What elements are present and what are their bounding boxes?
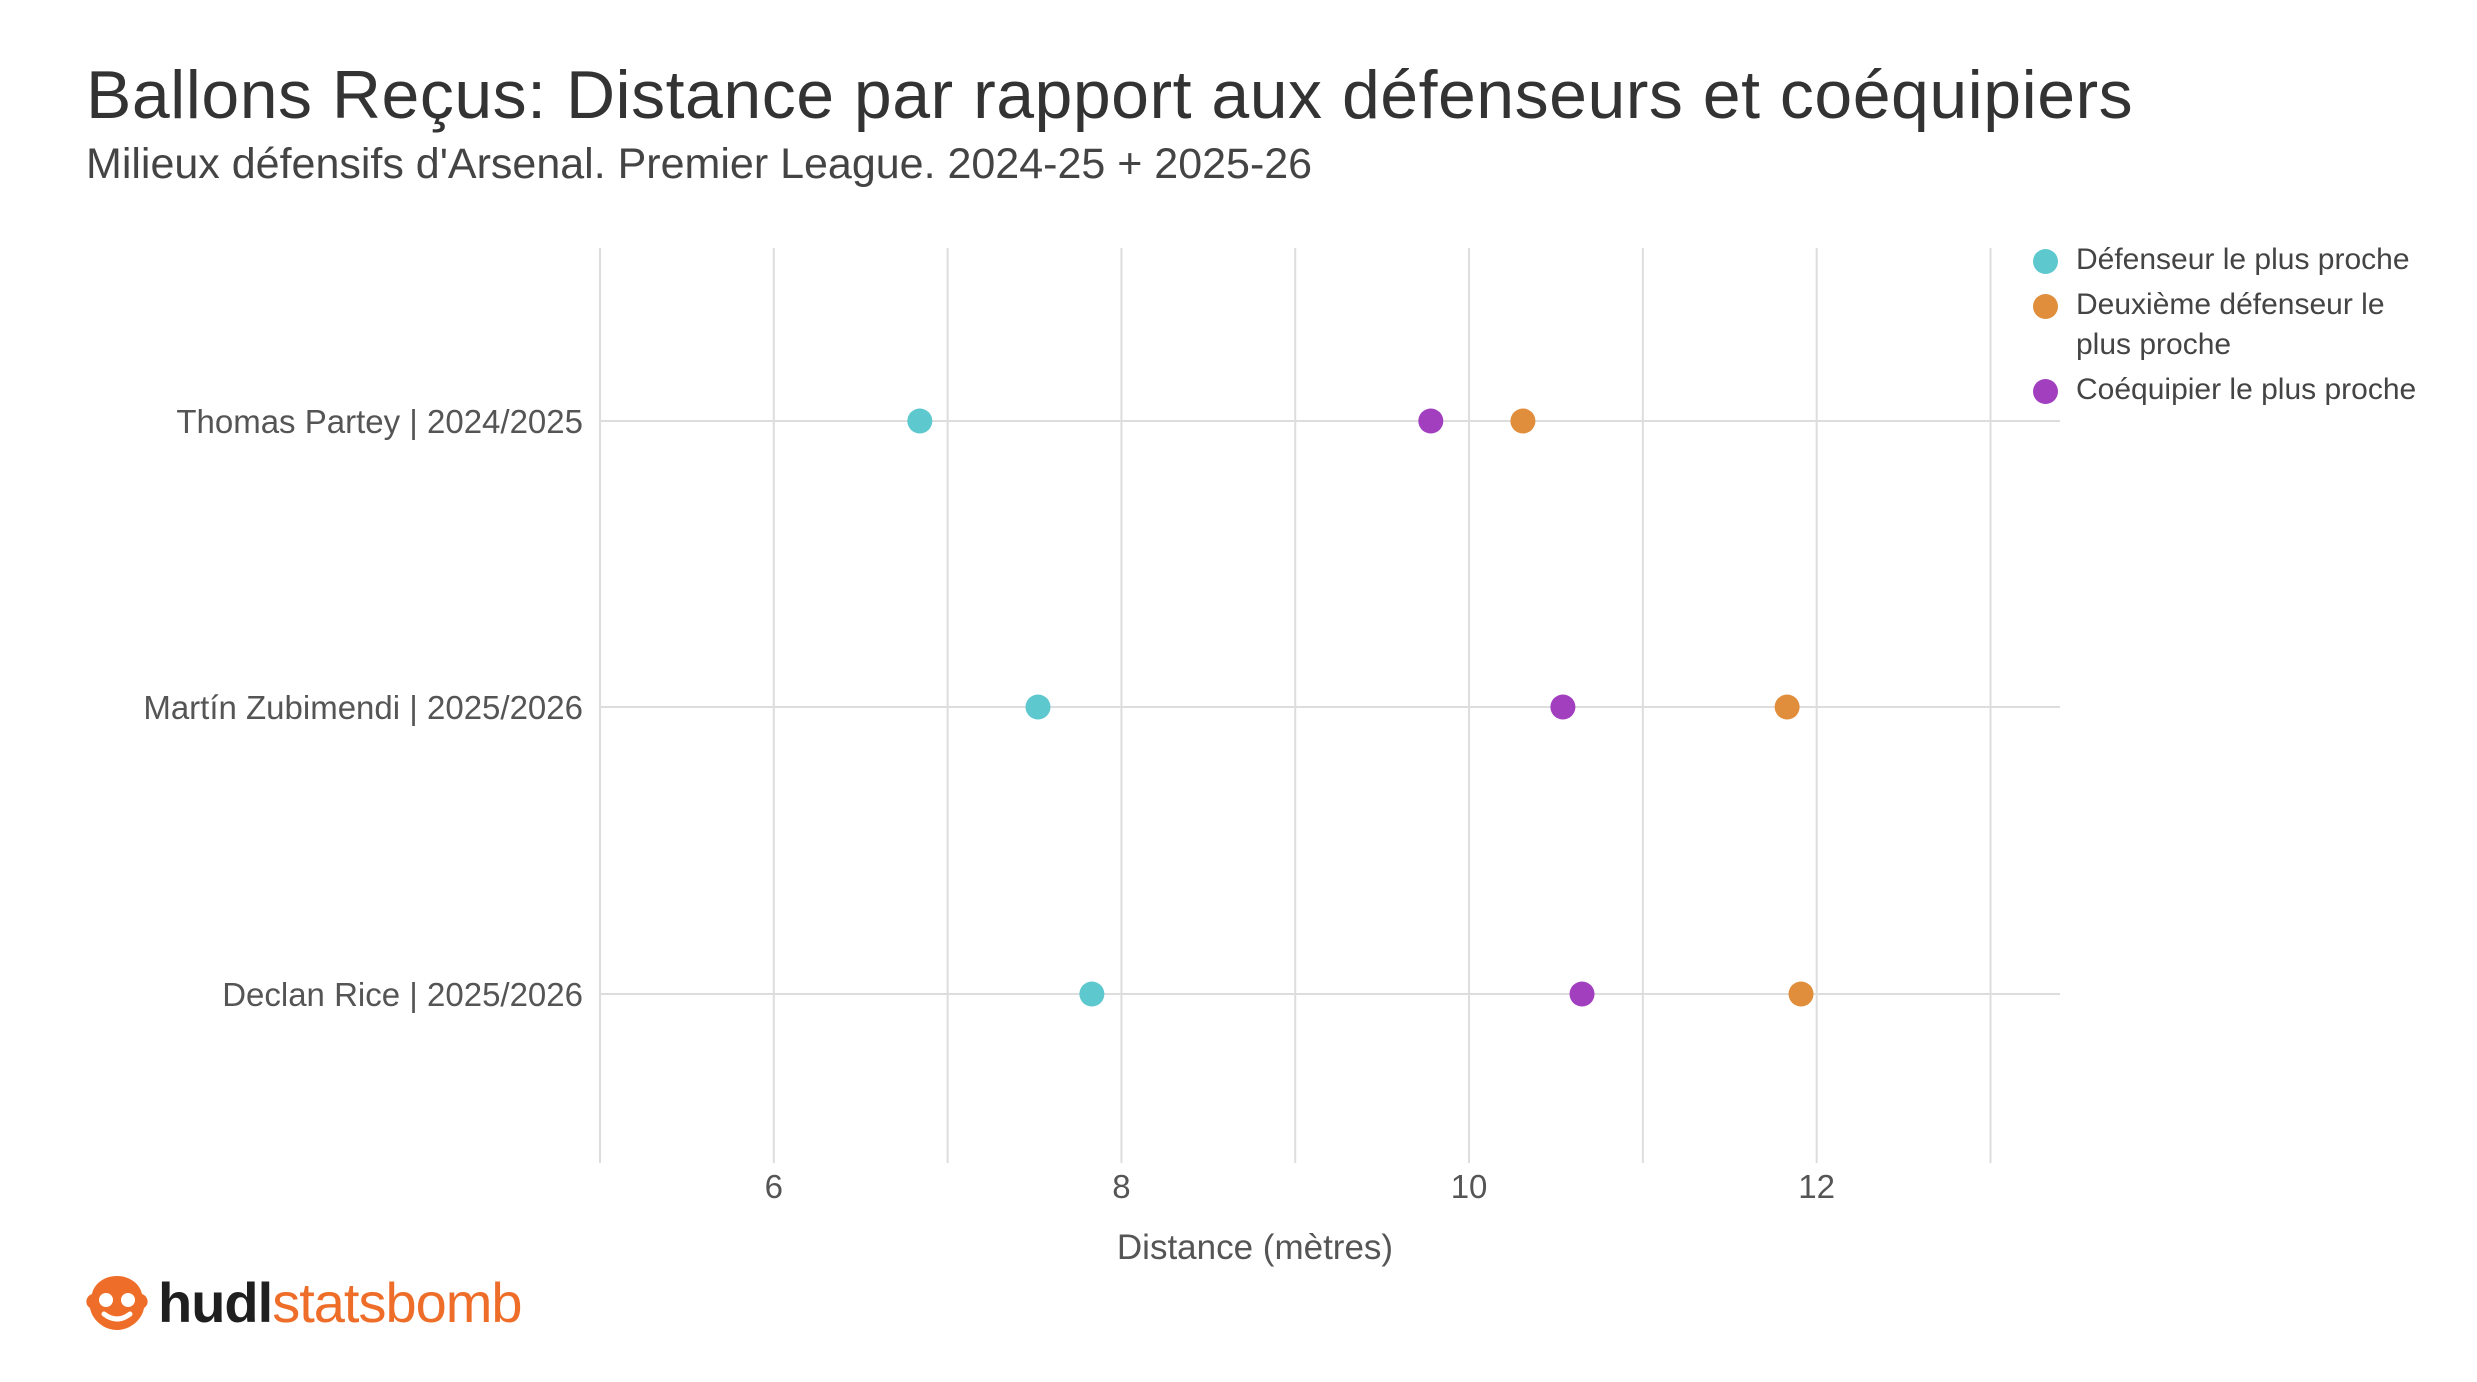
y-tick-label: Thomas Partey | 2024/2025 [176,403,583,440]
legend-label-line-1: Deuxième défenseur le [2076,288,2385,321]
data-point-series-0-row-1 [1025,694,1051,720]
logo-text-hudl: hudl [158,1271,273,1334]
data-point-series-2-row-2 [1569,981,1595,1007]
x-tick-label: 8 [1112,1168,1130,1205]
x-tick-label: 10 [1451,1168,1488,1205]
legend-item-nearest-teammate: Coéquipier le plus proche [2024,370,2454,410]
x-tick-label: 12 [1798,1168,1835,1205]
grid-lines [599,248,1992,1163]
legend-dot-nearest-teammate [2033,379,2058,404]
legend-dot-second-defender [2033,294,2058,319]
legend: Défenseur le plus proche Deuxième défens… [2024,240,2454,415]
data-point-series-1-row-2 [1788,981,1814,1007]
statsbomb-logo-icon [86,1276,148,1330]
chart-subtitle: Milieux défensifs d'Arsenal. Premier Lea… [86,140,1313,188]
row-lines [600,420,2060,995]
logo-text-statsbomb: statsbomb [272,1271,522,1334]
hudl-statsbomb-logo: hudlstatsbomb [84,1268,523,1338]
legend-label-line-2: plus proche [2076,328,2232,361]
data-point-series-2-row-1 [1550,694,1576,720]
data-point-series-0-row-2 [1079,981,1105,1007]
legend-item-nearest-defender: Défenseur le plus proche [2024,240,2454,280]
data-points [907,408,1814,1007]
x-tick-label: 6 [765,1168,783,1205]
data-point-series-1-row-1 [1774,694,1800,720]
legend-item-second-defender: Deuxième défenseur le plus proche [2024,285,2454,365]
data-point-series-1-row-0 [1510,408,1536,434]
chart-title: Ballons Reçus: Distance par rapport aux … [86,57,2134,133]
y-tick-label: Martín Zubimendi | 2025/2026 [143,689,583,726]
y-tick-labels: Thomas Partey | 2024/2025 Martín Zubimend… [143,403,583,1013]
x-axis-title: Distance (mètres) [1117,1228,1393,1267]
legend-label: Défenseur le plus proche [2076,243,2410,276]
data-point-series-0-row-0 [907,408,933,434]
legend-dot-nearest-defender [2033,249,2058,274]
y-tick-label: Declan Rice | 2025/2026 [222,976,583,1013]
legend-label: Coéquipier le plus proche [2076,373,2417,406]
x-tick-labels: 6 8 10 12 [765,1168,1835,1205]
data-point-series-2-row-0 [1418,408,1444,434]
